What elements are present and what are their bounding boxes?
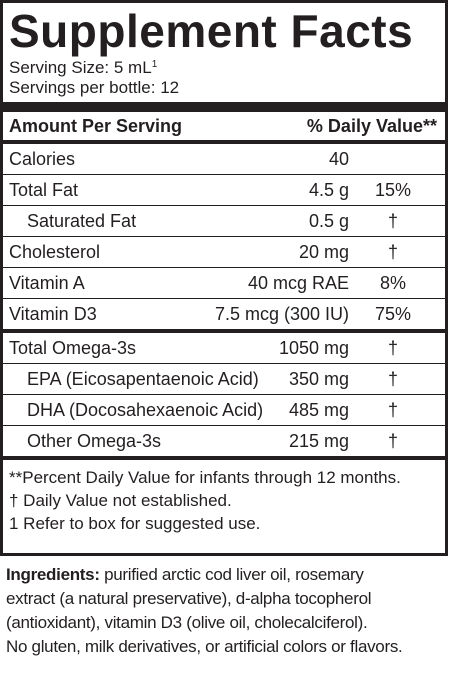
medium-divider: [3, 140, 445, 144]
medium-divider: [3, 329, 445, 333]
row-divider: [3, 205, 445, 206]
nutrient-amount: 4.5 g: [308, 180, 349, 200]
nutrient-dv: 15%: [374, 180, 412, 200]
nutrient-dv: †: [387, 400, 398, 420]
nutrient-amount: 7.5 mcg (300 IU): [214, 304, 349, 324]
nutrient-name: Saturated Fat: [27, 211, 137, 231]
nutrient-name: Calories: [9, 149, 76, 169]
nutrient-amount: 40: [328, 149, 349, 169]
nutrient-dv: 75%: [374, 304, 412, 324]
nutrient-dv: †: [387, 242, 398, 262]
nutrient-dv: †: [387, 431, 398, 451]
nutrient-row-vitamin-a: Vitamin A 40 mcg RAE 8%: [3, 268, 445, 298]
amount-per-serving-label: Amount Per Serving: [9, 116, 183, 136]
nutrient-row-cholesterol: Cholesterol 20 mg †: [3, 237, 445, 267]
nutrient-amount: 0.5 g: [308, 211, 349, 231]
footnotes: **Percent Daily Value for infants throug…: [3, 460, 445, 535]
ingredients-line: Ingredients: purified arctic cod liver o…: [6, 563, 450, 587]
thick-divider: [3, 102, 445, 112]
nutrient-row-saturated-fat: Saturated Fat 0.5 g †: [3, 206, 445, 236]
medium-divider: [3, 456, 445, 460]
nutrient-dv: †: [387, 338, 398, 358]
ingredients-text: purified arctic cod liver oil, rosemary: [99, 565, 364, 584]
ingredients-line: extract (a natural preservative), d-alph…: [6, 589, 372, 608]
nutrient-name: Other Omega-3s: [27, 431, 162, 451]
row-divider: [3, 174, 445, 175]
serving-size: Serving Size: 5 mL1: [3, 55, 445, 78]
ingredients-label: Ingredients:: [6, 565, 100, 584]
row-divider: [3, 394, 445, 395]
ingredients-disclaimer: No gluten, milk derivatives, or artifici…: [6, 637, 403, 656]
omega-row-epa: EPA (Eicosapentaenoic Acid) 350 mg †: [3, 364, 445, 394]
nutrient-row-calories: Calories 40: [3, 144, 445, 174]
serving-size-footnote: 1: [151, 59, 158, 70]
row-divider: [3, 298, 445, 299]
serving-size-text: Serving Size: 5 mL: [9, 58, 152, 77]
nutrient-amount: 215 mg: [288, 431, 349, 451]
ingredients-block: Ingredients: purified arctic cod liver o…: [6, 563, 450, 659]
omega-row-total: Total Omega-3s 1050 mg †: [3, 333, 445, 363]
nutrient-name: Vitamin A: [9, 273, 85, 293]
nutrient-name: Cholesterol: [9, 242, 101, 262]
row-divider: [3, 363, 445, 364]
nutrient-amount: 485 mg: [288, 400, 349, 420]
footnote-serving: 1 Refer to box for suggested use.: [9, 514, 261, 533]
omega-row-other: Other Omega-3s 215 mg †: [3, 426, 445, 456]
nutrient-amount: 20 mg: [298, 242, 349, 262]
footnote-daily-value: **Percent Daily Value for infants throug…: [9, 468, 401, 487]
panel-title: Supplement Facts: [9, 5, 414, 57]
nutrient-dv: 8%: [379, 273, 406, 293]
ingredients-line: (antioxidant), vitamin D3 (olive oil, ch…: [6, 613, 368, 632]
nutrient-name: Vitamin D3: [9, 304, 97, 324]
nutrient-amount: 40 mcg RAE: [247, 273, 349, 293]
servings-per-bottle: Servings per bottle: 12: [9, 78, 180, 97]
nutrient-name: DHA (Docosahexaenoic Acid): [27, 400, 264, 420]
nutrient-name: Total Fat: [9, 180, 79, 200]
nutrient-amount: 350 mg: [288, 369, 349, 389]
row-divider: [3, 267, 445, 268]
omega-row-dha: DHA (Docosahexaenoic Acid) 485 mg †: [3, 395, 445, 425]
nutrient-dv: †: [387, 369, 398, 389]
table-header: Amount Per Serving % Daily Value**: [3, 112, 445, 140]
nutrient-row-total-fat: Total Fat 4.5 g 15%: [3, 175, 445, 205]
row-divider: [3, 425, 445, 426]
footnote-dagger: † Daily Value not established.: [9, 491, 232, 510]
nutrient-amount: 1050 mg: [278, 338, 349, 358]
nutrient-dv: †: [387, 211, 398, 231]
row-divider: [3, 236, 445, 237]
supplement-facts-panel: Supplement Facts Serving Size: 5 mL1 Ser…: [0, 0, 448, 556]
nutrient-name: Total Omega-3s: [9, 338, 137, 358]
nutrient-name: EPA (Eicosapentaenoic Acid): [27, 369, 259, 389]
daily-value-label: % Daily Value**: [306, 116, 437, 136]
nutrient-row-vitamin-d3: Vitamin D3 7.5 mcg (300 IU) 75%: [3, 299, 445, 329]
